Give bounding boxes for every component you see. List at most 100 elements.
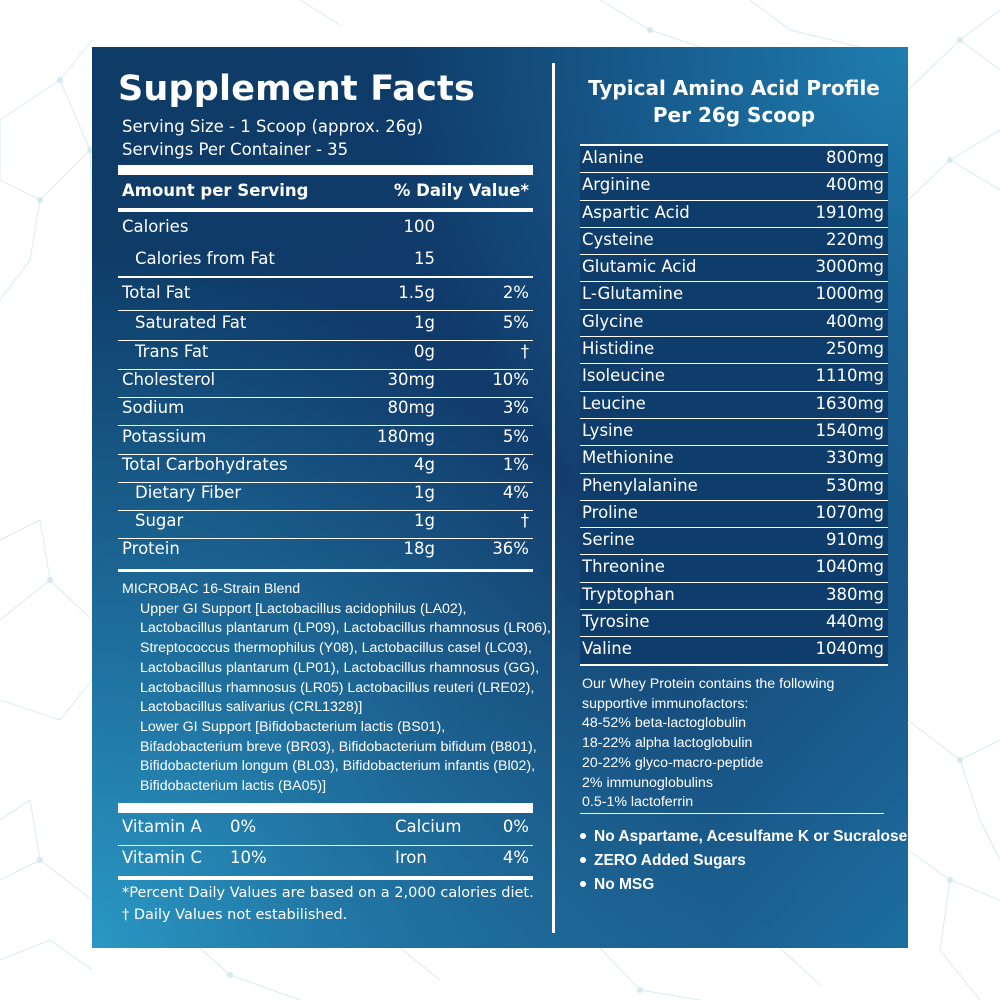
nutrient-amount: 1.5g [398, 283, 435, 302]
nutrient-amount: 0g [414, 342, 435, 361]
amino-name: Leucine [582, 393, 646, 413]
nutrient-amount: 18g [403, 539, 435, 558]
mineral-value: 0% [502, 817, 529, 836]
amino-row: Leucine 1630mg [580, 391, 888, 418]
amino-value: 800mg [825, 148, 884, 167]
amino-row: Glycine 400mg [580, 309, 888, 337]
amino-row: Tyrosine 440mg [580, 610, 888, 637]
vitamin-name: Vitamin A [122, 817, 202, 836]
blend-line: MICROBAC 16-Strain Blend [122, 581, 301, 597]
footnote-percent: *Percent Daily Values are based on a 2,0… [122, 885, 534, 901]
blend-line: Bifadobacterium breve (BR03), Bifidobact… [140, 738, 537, 755]
amino-row: Isoleucine 1110mg [580, 364, 888, 391]
whey-line: 48-52% beta-lactoglobulin [582, 715, 747, 732]
amino-title-line: Per 26g Scoop [652, 103, 816, 127]
amino-table: Alanine 800mg Arginine 400mg Aspartic Acid 19… [580, 144, 888, 666]
nutrient-daily-value: 10% [492, 370, 529, 389]
amino-name: Phenylalanine [582, 475, 698, 495]
row-rule [118, 340, 533, 341]
bullet-icon [580, 880, 586, 887]
amino-value: 220mg [825, 229, 884, 249]
nutrient-amount: 15 [414, 249, 435, 268]
vitamin-rule [118, 803, 533, 813]
amino-name: Threonine [582, 557, 665, 577]
nutrient-amount: 80mg [387, 398, 435, 417]
claim-text: No Aspartame, Acesulfame K or Sucralose [594, 828, 908, 845]
nutrient-daily-value: 1% [502, 455, 529, 474]
amino-name: Lysine [582, 420, 634, 440]
vitamin-value: 0% [230, 817, 257, 836]
whey-line: Our Whey Protein contains the following [582, 676, 835, 692]
nutrient-row: Protein 18g 36% [118, 539, 533, 565]
amino-row: Tryptophan 380mg [580, 582, 888, 610]
blend-line: Lactobacillus salivarius (CRL1328)] [140, 699, 363, 716]
nutrient-name: Calories [122, 217, 189, 236]
bullet-icon [580, 856, 586, 863]
amino-row: Arginine 400mg [580, 173, 888, 200]
table-bottom-edge [580, 664, 888, 666]
nutrient-daily-value: 5% [502, 313, 529, 332]
mineral-name: Calcium [395, 817, 462, 836]
amino-name: Valine [582, 639, 632, 659]
amino-row: Aspartic Acid 1910mg [580, 200, 888, 227]
vitamin-name: Vitamin C [122, 848, 202, 867]
nutrient-name: Sugar [135, 511, 184, 530]
nutrient-amount: 1g [414, 483, 435, 502]
vitamin-value: 10% [230, 848, 267, 867]
bullet-icon [580, 832, 586, 839]
facts-panel: Supplement Facts Serving Size - 1 Scoop … [92, 47, 908, 948]
nutrient-name: Saturated Fat [135, 313, 247, 332]
amino-value: 1040mg [815, 639, 884, 659]
amino-value: 330mg [825, 448, 884, 468]
nutrient-daily-value: 36% [492, 539, 529, 558]
footnote-dagger: † Daily Values not estabilished. [122, 907, 348, 923]
nutrient-daily-value: † [520, 342, 529, 361]
strain-blend: MICROBAC 16-Strain Blend Upper GI Suppor… [122, 580, 551, 797]
supplement-facts-title: Supplement Facts [118, 69, 475, 109]
nutrient-name: Protein [122, 539, 180, 558]
amino-name: Aspartic Acid [582, 202, 690, 222]
serving-size: Serving Size - 1 Scoop (approx. 26g) [122, 117, 424, 136]
amino-name: Glutamic Acid [582, 257, 697, 277]
amino-value: 1040mg [815, 557, 884, 577]
vitamin-row: Vitamin C 10% Iron 4% [118, 848, 533, 874]
nutrient-name: Potassium [122, 427, 207, 446]
column-divider [552, 63, 555, 933]
amino-name: Isoleucine [582, 366, 666, 386]
amino-row: Threonine 1040mg [580, 555, 888, 582]
amino-name: Tyrosine [582, 612, 650, 632]
nutrient-name: Total Fat [122, 283, 191, 302]
whey-line: supportive immunofactors: [582, 695, 749, 712]
bullets-rule [580, 813, 884, 814]
nutrient-row: Saturated Fat 1g 5% [118, 313, 533, 339]
amino-value: 1910mg [815, 202, 884, 222]
whey-line: 20-22% glyco-macro-peptide [582, 754, 764, 771]
amino-value: 3000mg [815, 257, 884, 277]
footnote-rule [118, 876, 533, 880]
amino-name: Serine [582, 530, 635, 550]
nutrient-row: Sugar 1g † [118, 511, 533, 537]
claim-item: No Aspartame, Acesulfame K or Sucralose [580, 828, 907, 852]
nutrient-daily-value: 3% [502, 398, 529, 417]
amino-value: 530mg [825, 475, 884, 495]
nutrient-name: Calories from Fat [135, 249, 275, 268]
mineral-name: Iron [395, 848, 427, 867]
claims-list: No Aspartame, Acesulfame K or Sucralose … [580, 828, 907, 900]
amino-name: Alanine [582, 148, 644, 167]
amino-row: L-Glutamine 1000mg [580, 282, 888, 309]
nutrient-amount: 1g [414, 511, 435, 530]
row-rule [118, 425, 533, 426]
amino-value: 440mg [825, 612, 884, 632]
amino-name: L-Glutamine [582, 284, 684, 304]
claim-text: No MSG [594, 876, 655, 893]
nutrient-daily-value: 2% [502, 283, 529, 302]
nutrient-row: Cholesterol 30mg 10% [118, 370, 533, 396]
nutrient-name: Dietary Fiber [135, 483, 242, 502]
amino-value: 1630mg [815, 393, 884, 413]
amino-value: 380mg [825, 584, 884, 604]
nutrient-amount: 1g [414, 313, 435, 332]
header-daily-value: % Daily Value* [393, 181, 529, 200]
amino-value: 400mg [825, 175, 884, 195]
amino-value: 250mg [825, 339, 884, 359]
